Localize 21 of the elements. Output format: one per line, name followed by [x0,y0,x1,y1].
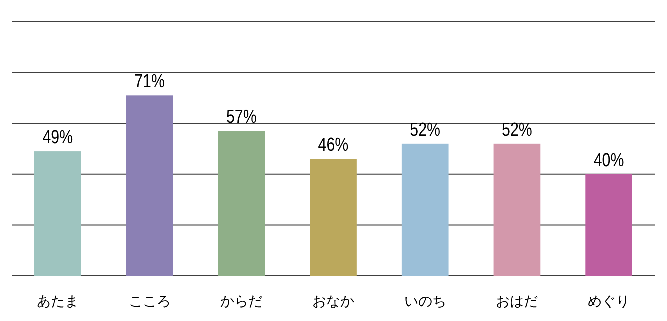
bar [34,152,82,276]
data-label: 71% [134,70,165,92]
bar [494,144,541,276]
bar [218,131,266,276]
data-label: 46% [318,133,349,156]
x-tick-label: からだ [220,294,263,310]
data-label: 40% [594,148,624,171]
x-tick-label: めぐり [588,294,630,310]
bar [402,144,449,276]
data-label: 57% [226,106,257,128]
x-tick-label: おなか [312,294,354,310]
data-label: 52% [410,118,441,140]
bar [310,159,357,276]
x-tick-label: おはだ [496,294,538,310]
data-label: 52% [502,118,532,140]
bar [126,96,174,276]
data-label: 49% [42,126,74,148]
x-tick-label: こころ [128,294,171,310]
bar [586,174,632,276]
x-tick-label: いのち [404,294,446,310]
x-tick-label: あたま [36,294,79,310]
